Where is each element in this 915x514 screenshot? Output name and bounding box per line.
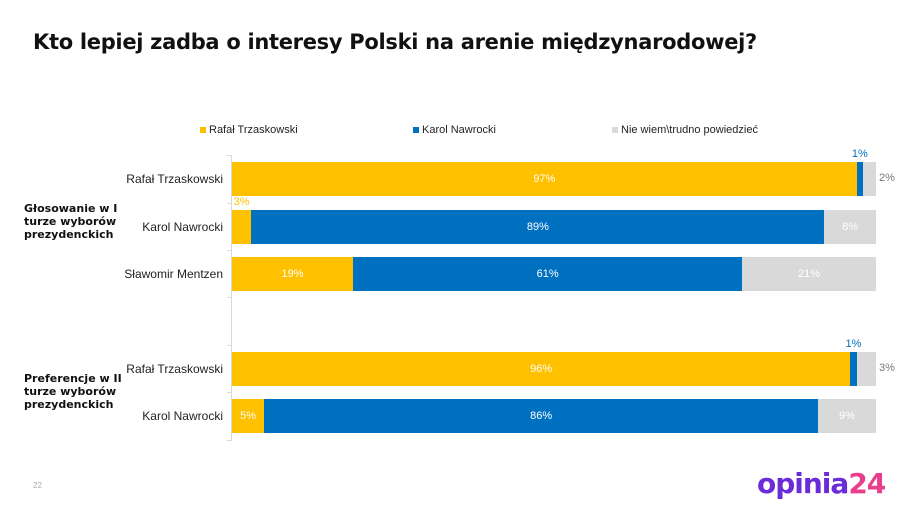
category-axis [231,155,232,441]
bar-segment [850,352,857,386]
category-label: Karol Nawrocki [142,220,223,234]
category-label: Karol Nawrocki [142,409,223,423]
bar-segment [856,162,864,196]
category-label: Rafał Trzaskowski [126,362,223,376]
category-label: Sławomir Mentzen [124,267,223,281]
page-number: 22 [33,481,42,490]
data-label: 61% [536,268,559,280]
bar-segment: 21% [742,257,876,291]
group-label-round2: Preferencje w II turze wyborów prezydenc… [24,372,122,411]
axis-tick [227,345,231,346]
data-label: 96% [530,363,553,375]
data-label: 3% [233,196,250,208]
data-label: 86% [530,410,553,422]
bar-segment: 5% [232,399,265,433]
axis-tick [227,250,231,251]
data-label: 3% [879,362,895,374]
data-label: 1% [851,148,868,160]
data-label: 97% [533,173,556,185]
bar-segment: 9% [818,399,876,433]
axis-tick [227,297,231,298]
bar-segment: 61% [353,257,743,291]
axis-tick [227,203,231,204]
bar-segment: 86% [264,399,819,433]
legend-item: Karol Nawrocki [413,124,496,136]
bar-segment: 96% [232,352,851,386]
bar-segment: 19% [232,257,354,291]
legend-item: Nie wiem\trudno powiedzieć [612,124,758,136]
legend-swatch [200,127,206,133]
bar-segment [856,352,876,386]
axis-tick [227,392,231,393]
data-label: 8% [842,221,859,233]
data-label: 1% [845,338,862,350]
bar-segment: 89% [251,210,825,244]
bar-segment: 8% [824,210,876,244]
data-label: 2% [879,172,895,184]
bar-segment [232,210,252,244]
opinia24-logo: opinia24 [757,467,886,500]
legend-label: Karol Nawrocki [422,124,496,136]
legend-item: Rafał Trzaskowski [200,124,298,136]
legend-swatch [413,127,419,133]
axis-tick [227,155,231,156]
legend-label: Rafał Trzaskowski [209,124,298,136]
category-label: Rafał Trzaskowski [126,172,223,186]
data-label: 21% [798,268,821,280]
bar-segment [863,162,876,196]
data-label: 89% [526,221,549,233]
group-label-round1: Głosowanie w I turze wyborów prezydencki… [24,202,118,241]
data-label: 19% [281,268,304,280]
legend-label: Nie wiem\trudno powiedzieć [621,124,758,136]
data-label: 9% [839,410,855,422]
data-label: 5% [240,410,257,422]
bar-segment: 97% [232,162,857,196]
axis-tick [227,440,231,441]
page-title: Kto lepiej zadba o interesy Polski na ar… [33,30,757,54]
legend-swatch [612,127,618,133]
